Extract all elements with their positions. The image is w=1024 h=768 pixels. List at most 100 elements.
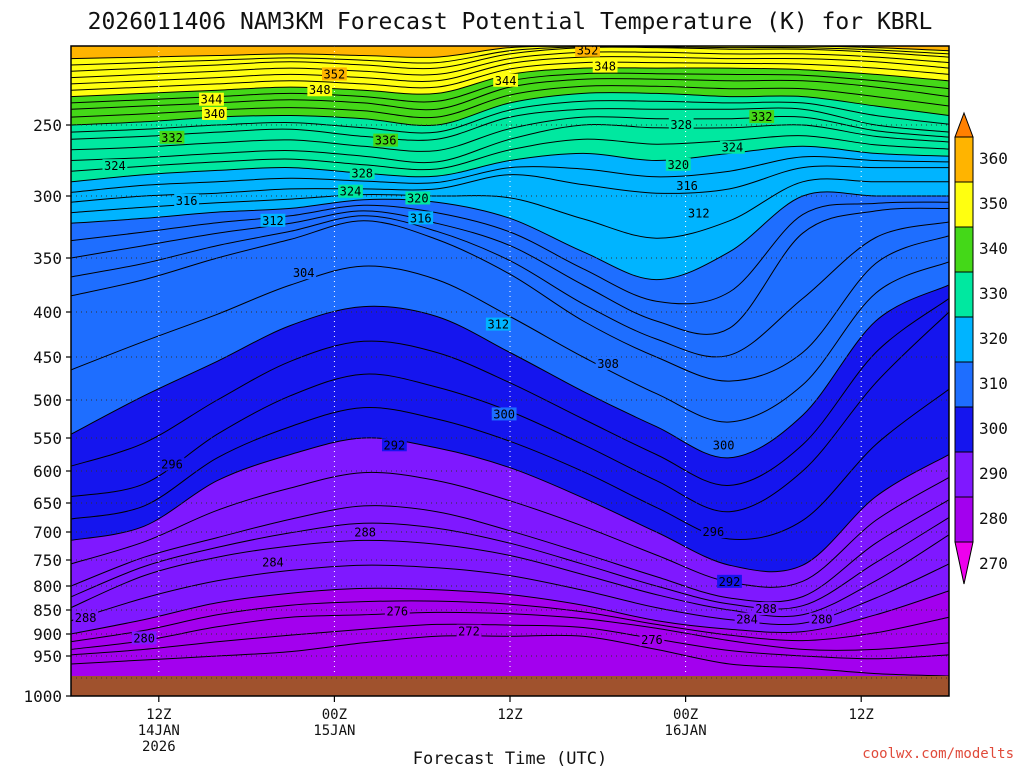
colorbar-segment: [954, 316, 974, 363]
contour-312: [71, 191, 949, 281]
contour-label-text: 324: [722, 141, 744, 155]
contour-label-text: 300: [493, 407, 515, 421]
contour-label-text: 324: [340, 185, 362, 199]
contour-minor: [71, 215, 949, 358]
theta-contour-lines: [71, 46, 949, 696]
contour-288: [71, 499, 949, 603]
contour-276: [71, 611, 949, 651]
contour-minor: [71, 563, 949, 625]
contour-minor: [71, 298, 949, 486]
contour-label-bg: [159, 130, 185, 144]
y-tick-label: 800: [33, 577, 62, 596]
contour-label: 312: [686, 206, 712, 220]
contour-label-bg: [753, 602, 779, 616]
contour-label-text: 312: [487, 318, 509, 332]
contour-label-text: 324: [104, 159, 126, 173]
contour-300: [71, 284, 949, 459]
contour-label-bg: [408, 211, 434, 225]
contour-label-text: 292: [384, 438, 406, 452]
contour-308: [71, 207, 949, 335]
contour-label-text: 284: [262, 556, 284, 570]
contour-label: 312: [485, 317, 511, 332]
contour-label: 332: [749, 110, 775, 124]
contour-label-bg: [595, 356, 621, 370]
contour-label: 276: [384, 604, 410, 618]
contour-label-bg: [749, 110, 775, 124]
x-tick-label: 14JAN: [138, 723, 180, 739]
contour-label-bg: [639, 633, 665, 647]
contour-label-bg: [485, 317, 511, 331]
contour-label: 344: [199, 92, 224, 107]
contour-label-bg: [456, 624, 482, 638]
contour-label-bg: [174, 193, 200, 207]
x-tick-label: 15JAN: [313, 723, 355, 739]
band-top: [71, 46, 949, 53]
contour-label-text: 312: [262, 214, 284, 228]
contour-label: 288: [753, 602, 779, 616]
contour-label-bg: [381, 438, 407, 452]
contour-label: 284: [260, 555, 286, 570]
contour-label-text: 284: [736, 613, 758, 627]
contour-label: 296: [701, 525, 726, 539]
colorbar: 360 350 340 330 320 310 300 290 280 270: [954, 111, 1008, 585]
colorbar-segment: [954, 136, 974, 183]
contour-minor: [71, 600, 949, 643]
contour-minor: [71, 261, 949, 423]
contour-minor: [71, 471, 949, 588]
contour-label-bg: [575, 46, 600, 57]
contour-label-text: 304: [293, 266, 315, 280]
contour-label: 312: [260, 213, 286, 228]
contour-label-text: 288: [75, 611, 97, 625]
contour-minor: [71, 156, 949, 193]
contour-label-text: 336: [375, 134, 397, 148]
contour-label-bg: [384, 604, 410, 618]
contour-label: 328: [668, 118, 694, 132]
contour-label: 320: [665, 157, 691, 172]
contour-316: [71, 165, 949, 203]
contour-label: 328: [349, 166, 375, 180]
contour-label: 284: [734, 612, 760, 627]
contour-label-bg: [711, 438, 737, 452]
contour-label-text: 280: [811, 613, 833, 627]
y-tick-label: 950: [33, 647, 62, 666]
dotted-gridlines: [71, 46, 949, 696]
contour-label: 276: [639, 633, 665, 647]
contour-label: 320: [405, 191, 431, 205]
colorbar-label: 340: [979, 239, 1008, 258]
contour-minor: [71, 115, 949, 152]
x-tick-label: 16JAN: [665, 723, 707, 739]
contour-label-text: 300: [713, 438, 735, 452]
y-tick-label: 300: [33, 187, 62, 206]
colorbar-label: 320: [979, 329, 1008, 348]
contour-label-text: 288: [755, 602, 777, 616]
colorbar-segment: [954, 406, 974, 453]
contour-label-text: 352: [324, 67, 346, 81]
contour-label: 340: [202, 106, 227, 121]
contour-352: [71, 46, 949, 60]
contour-labels: 3523523483483443443403363323323283283243…: [73, 46, 835, 647]
plot-area: 3523523483483443443403363323323283283243…: [71, 46, 949, 696]
colorbar-segment: [954, 496, 974, 543]
contour-label-bg: [734, 612, 760, 626]
contour-label-text: 328: [351, 166, 373, 180]
contour-label-bg: [352, 525, 378, 539]
contour-label: 296: [159, 457, 185, 471]
contour-label: 324: [720, 140, 745, 155]
contour-328: [71, 107, 949, 141]
contour-label-bg: [491, 407, 517, 421]
colorbar-segment: [954, 361, 974, 408]
contour-label-bg: [592, 59, 618, 73]
y-tick-label: 650: [33, 494, 62, 513]
contour-label-text: 320: [407, 191, 429, 205]
x-tick-label: 12Z: [497, 707, 522, 723]
contour-label-bg: [668, 118, 694, 131]
colorbar-bottom-arrow: [954, 541, 974, 585]
contour-label-bg: [405, 191, 431, 205]
x-axis-label: Forecast Time (UTC): [413, 749, 607, 768]
contour-label-text: 316: [410, 211, 432, 225]
x-tick-label: 12Z: [146, 707, 171, 723]
contour-label-bg: [349, 166, 375, 180]
contour-label: 344: [493, 73, 519, 88]
contour-label: 352: [575, 46, 600, 58]
colorbar-label: 330: [979, 284, 1008, 303]
